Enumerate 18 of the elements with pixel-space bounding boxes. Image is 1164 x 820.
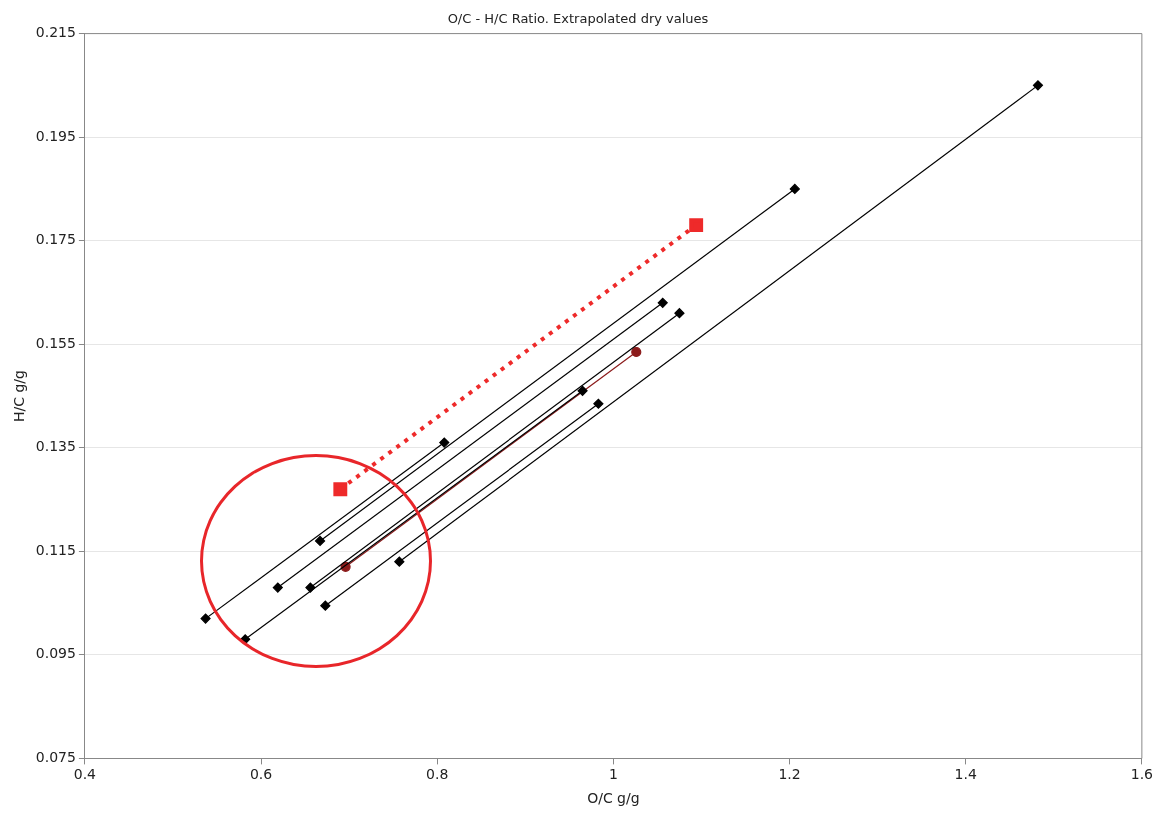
y-tick-label: 0.115	[35, 541, 76, 558]
x-tick-label: 1.6	[1130, 766, 1154, 783]
y-tick-label: 0.095	[35, 645, 76, 662]
y-tick-label: 0.135	[35, 438, 76, 455]
x-tick-label: 0.4	[73, 766, 97, 783]
chart-title: O/C - H/C Ratio. Extrapolated dry values	[447, 11, 709, 27]
y-tick-label: 0.155	[35, 334, 76, 351]
x-tick-label: 0.8	[426, 766, 449, 783]
x-tick-label: 0.6	[249, 766, 273, 783]
y-axis-title: H/C g/g	[11, 370, 28, 422]
x-tick-label: 1	[608, 766, 618, 783]
x-tick-label: 1.2	[778, 766, 801, 783]
x-axis-title: O/C g/g	[587, 790, 640, 807]
y-tick-label: 0.175	[35, 231, 76, 248]
y-tick-label: 0.215	[35, 24, 76, 41]
y-tick-label: 0.195	[35, 127, 76, 144]
x-tick-label: 1.4	[954, 766, 977, 783]
y-tick-label: 0.075	[35, 749, 76, 766]
